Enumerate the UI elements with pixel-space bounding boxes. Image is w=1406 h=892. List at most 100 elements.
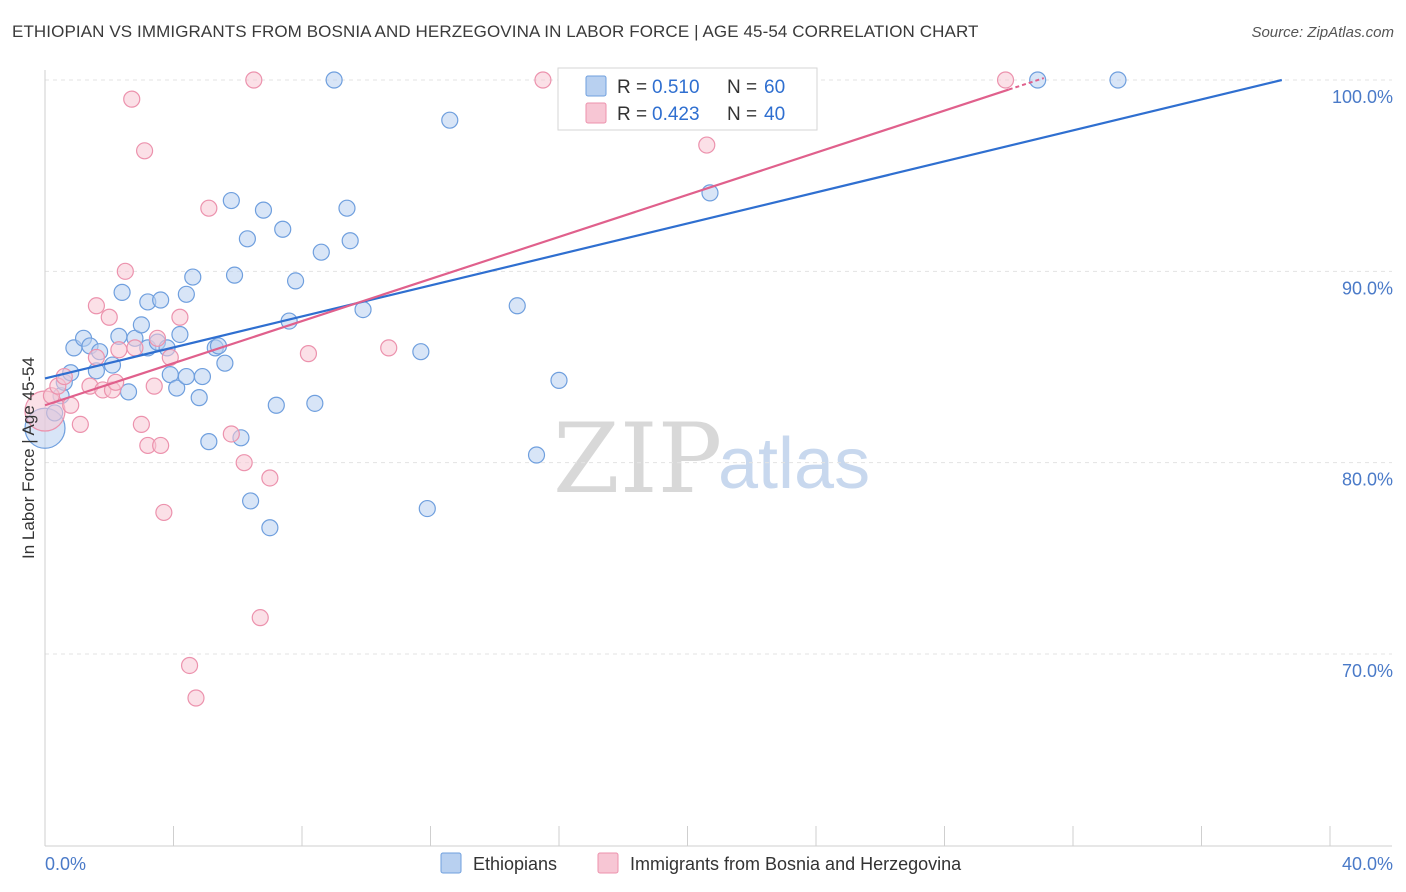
ethiopians-point-28	[193, 367, 212, 386]
bosnia-point-37	[698, 136, 716, 154]
y-tick-label-100: 100.0%	[1332, 87, 1393, 107]
bosnia-point-15	[123, 90, 141, 108]
source-credit: Source: ZipAtlas.com	[1251, 24, 1394, 41]
x-ticks	[44, 826, 1331, 846]
bosnia-point-3	[55, 367, 73, 386]
bosnia-point-5	[71, 415, 89, 433]
ethiopians-point-38	[254, 201, 273, 219]
legend-r-label-1: R =	[617, 77, 647, 98]
ethiopians-point-24	[177, 367, 195, 386]
legend-swatch-bosnia	[585, 102, 607, 124]
bosnia-point-24	[161, 348, 179, 367]
bosnia-point-35	[380, 339, 398, 357]
ethiopians-point-40	[267, 396, 285, 414]
bosnia-point-10	[100, 308, 118, 326]
ethiopians-point-22	[168, 379, 186, 397]
bosnia-point-25	[171, 308, 189, 326]
ethiopians-point-51	[418, 499, 436, 518]
bosnia-point-26	[180, 656, 199, 675]
bosnia-trendline	[44, 88, 1010, 407]
legend-n-value-1: 60	[764, 77, 785, 98]
correlation-legend: R = 0.510 N = 60 R = 0.423 N = 40	[557, 67, 818, 131]
bosnia-point-21	[148, 329, 167, 347]
ethiopians-point-44	[306, 394, 324, 412]
series-legend: Ethiopians Immigrants from Bosnia and He…	[440, 852, 962, 874]
ethiopians-point-54	[527, 446, 546, 464]
ethiopians-point-50	[412, 343, 430, 361]
ethiopians-point-45	[312, 243, 330, 261]
ethiopians-point-46	[325, 71, 343, 89]
bosnia-point-14	[116, 262, 134, 280]
y-tick-label-90: 90.0%	[1342, 278, 1393, 298]
bosnia-point-33	[261, 469, 279, 487]
bottom-legend-swatch-bosnia	[597, 852, 619, 874]
ethiopians-point-15	[132, 316, 150, 334]
legend-r-label-2: R =	[617, 104, 647, 125]
ethiopians-point-33	[222, 191, 240, 210]
legend-n-label-1: N =	[727, 77, 757, 98]
ethiopians-point-37	[242, 492, 260, 510]
bosnia-trendline-extension	[1008, 77, 1045, 91]
bosnia-point-34	[299, 345, 318, 363]
y-tick-label-80: 80.0%	[1342, 470, 1393, 490]
bosnia-point-32	[251, 609, 269, 627]
bosnia-point-27	[187, 689, 205, 707]
ethiopians-trendline	[44, 78, 1283, 380]
ethiopians-point-48	[341, 232, 359, 250]
ethiopians-point-34	[225, 266, 244, 284]
x-tick-label-min: 0.0%	[45, 854, 86, 874]
ethiopians-point-58	[1109, 71, 1127, 89]
ethiopians-point-32	[216, 354, 234, 372]
ethiopians-point-19	[152, 291, 170, 309]
bosnia-point-31	[245, 71, 263, 89]
bosnia-point-38	[996, 71, 1015, 89]
ethiopians-point-41	[274, 220, 292, 238]
ethiopians-point-12	[113, 283, 131, 301]
x-tick-label-max: 40.0%	[1342, 854, 1393, 874]
y-tick-labels: 70.0% 80.0% 90.0% 100.0%	[1332, 87, 1393, 681]
watermark-zip: ZIP	[553, 403, 722, 515]
ethiopians-point-47	[338, 199, 356, 217]
ethiopians-point-39	[261, 519, 279, 537]
bottom-legend-swatch-ethiopians	[440, 852, 462, 874]
bosnia-point-18	[135, 142, 154, 160]
trend-lines	[44, 77, 1283, 407]
ethiopians-point-53	[508, 297, 526, 315]
bosnia-point-7	[87, 348, 106, 367]
bosnia-point-36	[534, 71, 552, 89]
bosnia-point-22	[152, 436, 170, 455]
bosnia-point-8	[87, 297, 106, 315]
zipatlas-watermark: ZIP atlas	[553, 403, 870, 515]
ethiopians-point-10	[103, 356, 122, 374]
legend-swatch-ethiopians	[585, 75, 607, 97]
bosnia-point-20	[145, 377, 163, 395]
y-tick-label-70: 70.0%	[1342, 661, 1393, 681]
watermark-atlas: atlas	[718, 424, 870, 504]
ethiopians-point-36	[238, 230, 256, 248]
y-axis-label: In Labor Force | Age 45-54	[19, 357, 38, 559]
ethiopians-point-52	[441, 111, 459, 129]
legend-r-value-1: 0.510	[652, 77, 700, 98]
ethiopians-point-26	[184, 268, 202, 286]
ethiopians-point-23	[171, 325, 189, 344]
legend-r-value-2: 0.423	[652, 104, 700, 125]
bottom-legend-ethiopians: Ethiopians	[473, 854, 557, 874]
bosnia-point-13	[110, 341, 128, 359]
bosnia-point-30	[235, 454, 253, 472]
ethiopians-point-27	[190, 389, 208, 407]
axes	[44, 70, 1392, 847]
ethiopians-point-55	[550, 371, 568, 389]
bosnia-points	[24, 71, 1015, 707]
bosnia-point-28	[200, 199, 218, 217]
legend-n-value-2: 40	[764, 104, 785, 125]
bosnia-point-17	[132, 415, 150, 433]
ethiopians-point-43	[286, 272, 305, 290]
bosnia-point-23	[155, 503, 173, 522]
bosnia-point-16	[126, 339, 144, 357]
ethiopians-point-29	[200, 433, 218, 451]
bottom-legend-bosnia: Immigrants from Bosnia and Herzegovina	[630, 854, 962, 874]
ethiopians-point-25	[177, 285, 195, 303]
gridlines	[45, 79, 1392, 655]
chart-title: ETHIOPIAN VS IMMIGRANTS FROM BOSNIA AND …	[12, 22, 979, 41]
